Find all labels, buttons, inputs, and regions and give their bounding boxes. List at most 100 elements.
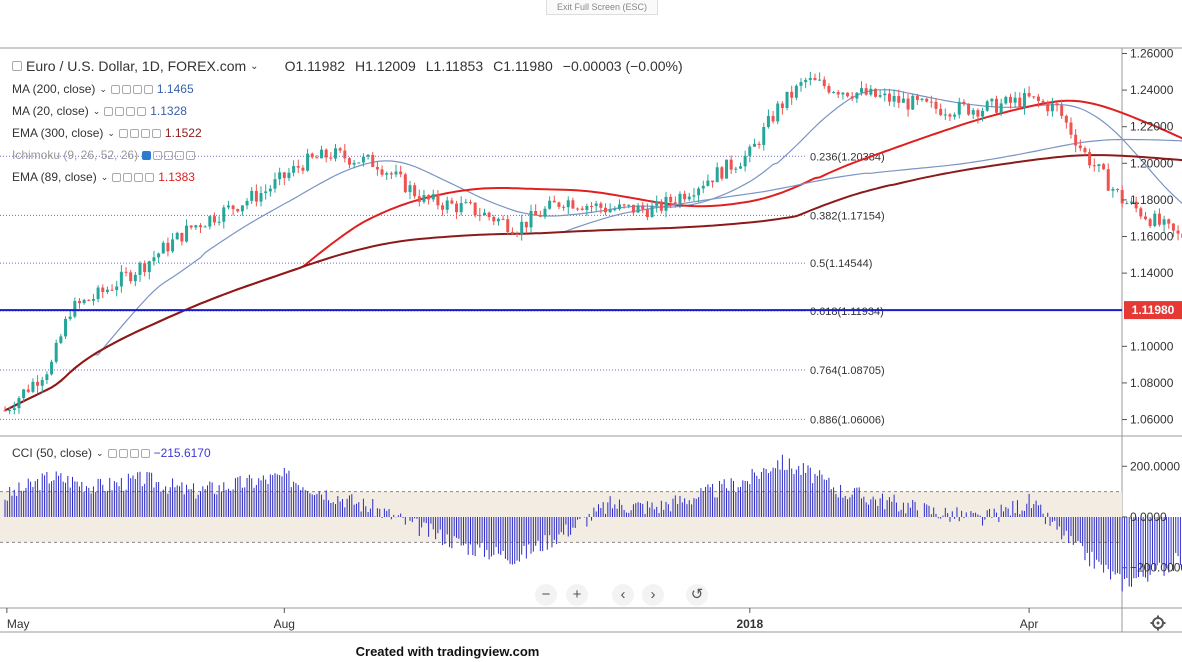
- current-price-line: 1.11980: [0, 301, 1182, 320]
- candle: [506, 219, 510, 232]
- indicator-ichimoku[interactable]: Ichimoku (9, 26, 52, 26): [12, 148, 199, 162]
- candle: [268, 188, 272, 192]
- ohlc-open: O1.11982: [284, 58, 346, 74]
- candle: [1083, 148, 1087, 153]
- chevron-down-icon[interactable]: ⌄: [99, 83, 107, 94]
- candle: [240, 205, 244, 212]
- collapse-icon[interactable]: [12, 61, 22, 71]
- indicator-controls-icon[interactable]: [107, 448, 150, 458]
- indicator-controls-icon[interactable]: [112, 172, 155, 182]
- candle: [338, 148, 342, 151]
- chevron-down-icon[interactable]: ⌄: [100, 171, 109, 182]
- chevron-down-icon[interactable]: ⌄: [107, 127, 115, 138]
- candle: [1013, 97, 1017, 103]
- candle: [68, 316, 72, 319]
- candle: [617, 204, 621, 210]
- x-tick-label: 2018: [736, 617, 763, 631]
- candle: [850, 96, 854, 99]
- candle: [329, 157, 333, 159]
- candle: [906, 98, 910, 110]
- indicator-value: −215.6170: [153, 446, 211, 460]
- candle: [808, 77, 812, 80]
- candle: [1069, 122, 1073, 135]
- scroll-left-button[interactable]: ‹: [612, 584, 634, 606]
- ohlc-close: C1.11980: [493, 58, 553, 74]
- candle: [603, 207, 607, 213]
- candle: [752, 143, 756, 147]
- candle: [524, 221, 528, 228]
- candle: [659, 201, 663, 211]
- candle: [245, 200, 249, 206]
- chevron-down-icon[interactable]: ⌄: [92, 105, 101, 116]
- fib-level-label: 0.382(1.17154): [810, 210, 885, 222]
- candle: [1008, 96, 1012, 103]
- candle: [129, 272, 133, 282]
- candle: [664, 196, 668, 211]
- candle: [1088, 152, 1092, 166]
- candle: [594, 203, 598, 207]
- candle: [199, 225, 203, 228]
- candle: [785, 91, 789, 108]
- candle: [105, 289, 109, 293]
- candle: [855, 92, 859, 99]
- candle: [1055, 103, 1059, 106]
- reset-chart-button[interactable]: ↺: [686, 584, 708, 606]
- zoom-out-button[interactable]: −: [535, 584, 557, 606]
- indicator-value: 1.1465: [156, 82, 194, 96]
- symbol-title[interactable]: Euro / U.S. Dollar, 1D, FOREX.com: [26, 58, 247, 74]
- candle: [999, 103, 1003, 113]
- candle: [208, 216, 212, 227]
- candle: [967, 104, 971, 115]
- indicator-ema300[interactable]: EMA (300, close) ⌄ 1.1522: [12, 126, 202, 140]
- candle: [641, 205, 645, 210]
- candle: [54, 342, 58, 362]
- cci-tick-label: 200.0000: [1130, 459, 1180, 473]
- indicator-cci[interactable]: CCI (50, close) ⌄ −215.6170: [12, 446, 211, 460]
- time-axis[interactable]: MayAug2018AprJulOct2019AprJulSep2020: [6, 608, 1182, 631]
- chevron-down-icon[interactable]: ⌄: [250, 60, 259, 72]
- fibonacci-levels: 0.236(1.20384) 0.382(1.17154) 0.5(1.14544)…: [0, 151, 885, 426]
- candle: [478, 215, 482, 217]
- indicator-ma20[interactable]: MA (20, close) ⌄ 1.1328: [12, 104, 187, 118]
- settings-icon[interactable]: [1150, 615, 1166, 631]
- candle: [1036, 96, 1040, 101]
- candle: [459, 203, 463, 213]
- candle: [385, 173, 389, 175]
- candle: [822, 79, 826, 87]
- indicator-ma200[interactable]: MA (200, close) ⌄ 1.1465: [12, 82, 194, 96]
- candle: [934, 101, 938, 109]
- zoom-in-button[interactable]: +: [566, 584, 588, 606]
- candle: [1171, 223, 1175, 231]
- candle: [562, 206, 566, 208]
- candle: [1106, 169, 1110, 191]
- indicator-controls-icon[interactable]: [118, 128, 161, 138]
- candle: [133, 274, 137, 282]
- scroll-right-button[interactable]: ›: [642, 584, 664, 606]
- candle: [96, 287, 100, 299]
- candle: [925, 98, 929, 102]
- candle: [1157, 213, 1161, 225]
- indicator-controls-icon[interactable]: [104, 106, 147, 116]
- price-axis[interactable]: 1.26000 1.24000 1.22000 1.20000 1.18000 1.160…: [1122, 46, 1174, 427]
- indicator-controls-icon[interactable]: [142, 150, 196, 160]
- indicator-ema89[interactable]: EMA (89, close) ⌄ 1.1383: [12, 170, 195, 184]
- candle: [818, 79, 822, 81]
- exit-full-screen-button[interactable]: Exit Full Screen (ESC): [546, 0, 658, 15]
- candle: [31, 381, 35, 392]
- candle: [897, 96, 901, 103]
- candle: [636, 205, 640, 213]
- candle: [957, 101, 961, 115]
- candle: [59, 336, 63, 343]
- indicator-controls-icon[interactable]: [110, 84, 153, 94]
- candle: [701, 185, 705, 189]
- candle: [655, 201, 659, 206]
- candle: [892, 96, 896, 102]
- candle: [12, 408, 16, 411]
- candle: [380, 169, 384, 175]
- chevron-down-icon[interactable]: ⌄: [96, 447, 104, 458]
- candle: [534, 210, 538, 216]
- candle: [254, 190, 258, 202]
- candle: [520, 221, 524, 235]
- candle: [194, 225, 198, 228]
